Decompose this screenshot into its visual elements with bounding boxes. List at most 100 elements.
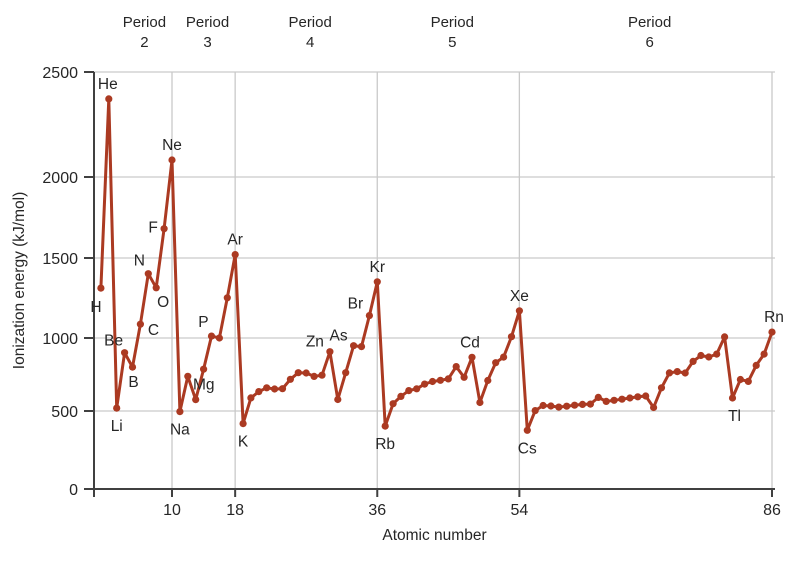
y-tick-label-0: 0 xyxy=(69,482,78,499)
data-point-As xyxy=(350,342,358,350)
data-point-Ho xyxy=(618,395,626,403)
element-label-F: F xyxy=(148,220,157,237)
data-point-Au xyxy=(713,350,721,358)
element-label-Kr: Kr xyxy=(370,259,386,276)
data-point-Tl xyxy=(728,394,737,402)
data-point-F xyxy=(160,225,168,233)
data-point-Te xyxy=(500,353,508,361)
data-point-Be xyxy=(121,349,129,357)
data-point-Ir xyxy=(697,351,705,360)
period-label-4-word: Period xyxy=(288,14,331,31)
element-label-C: C xyxy=(148,322,159,339)
data-point-Y xyxy=(397,392,405,400)
data-point-Bi xyxy=(744,377,752,385)
y-tick-label-1500: 1500 xyxy=(42,251,78,268)
data-point-Rn xyxy=(768,328,776,336)
data-point-Cl xyxy=(223,294,231,302)
data-point-Ga xyxy=(334,395,342,404)
data-point-Cd xyxy=(468,353,476,361)
element-label-Xe: Xe xyxy=(510,288,529,305)
y-tick-label-2000: 2000 xyxy=(42,170,78,187)
data-point-Ru xyxy=(436,376,444,384)
element-label-Ne: Ne xyxy=(162,137,182,154)
data-point-He xyxy=(105,95,113,103)
element-label-Rb: Rb xyxy=(375,436,395,453)
data-point-At xyxy=(760,350,768,358)
period-label-4-number: 4 xyxy=(306,34,314,51)
data-point-Ar xyxy=(231,251,239,259)
data-point-Si xyxy=(200,365,208,373)
y-tick-label-500: 500 xyxy=(51,404,78,421)
data-point-Mo xyxy=(421,380,429,388)
data-point-Ti xyxy=(263,384,271,392)
data-point-O xyxy=(152,284,160,292)
data-point-Co xyxy=(302,369,310,377)
gridlines xyxy=(94,71,775,489)
data-point-Ta xyxy=(665,369,674,377)
element-label-Br: Br xyxy=(348,296,364,313)
data-point-Ge xyxy=(342,369,350,377)
data-point-Sr xyxy=(389,400,397,408)
element-label-Cs: Cs xyxy=(518,440,537,457)
element-label-H: H xyxy=(90,299,101,316)
data-point-B xyxy=(128,363,137,371)
element-label-O: O xyxy=(157,294,169,311)
element-label-He: He xyxy=(98,76,118,93)
data-point-Zn xyxy=(326,348,334,356)
data-point-Kr xyxy=(373,278,381,286)
data-point-Sc xyxy=(255,388,263,396)
data-point-Pr xyxy=(555,403,563,411)
data-point-Dy xyxy=(610,396,618,404)
y-tick-label-1000: 1000 xyxy=(42,331,78,348)
data-point-C xyxy=(136,320,144,328)
element-label-P: P xyxy=(198,314,208,331)
data-point-S xyxy=(215,334,223,342)
data-point-Hg xyxy=(721,333,729,341)
period-label-3-number: 3 xyxy=(203,34,211,51)
data-point-In xyxy=(476,398,484,407)
data-point-Sb xyxy=(492,359,500,367)
data-point-Fe xyxy=(294,369,302,377)
period-label-2-word: Period xyxy=(123,14,166,31)
data-point-Ba xyxy=(531,407,539,415)
element-label-Rn: Rn xyxy=(764,309,784,326)
data-point-H xyxy=(97,284,105,292)
data-points xyxy=(97,95,776,434)
data-point-Li xyxy=(113,404,121,412)
data-point-Sm xyxy=(578,400,587,408)
period-label-6-word: Period xyxy=(628,14,671,31)
data-point-Eu xyxy=(586,400,595,408)
data-point-Ni xyxy=(310,372,318,380)
element-label-Mg: Mg xyxy=(193,376,215,393)
x-tick-label-36: 36 xyxy=(368,502,386,519)
x-tick-label-86: 86 xyxy=(763,502,781,519)
data-point-Hf xyxy=(657,384,666,392)
y-axis-title: Ionization energy (kJ/mol) xyxy=(11,192,28,369)
period-labels: Period 2 Period 3 Period 4 Period 5 Period 6 xyxy=(123,14,672,51)
data-point-Nb xyxy=(413,385,421,393)
data-point-Se xyxy=(357,343,366,351)
data-point-P xyxy=(207,332,216,340)
data-point-Po xyxy=(752,361,760,369)
element-label-Tl: Tl xyxy=(728,408,741,425)
element-label-Cd: Cd xyxy=(460,334,480,351)
element-label-K: K xyxy=(238,434,249,451)
element-label-As: As xyxy=(330,328,348,345)
data-point-Os xyxy=(689,357,697,365)
tick-labels: 0 500 1000 1500 2000 2500 10 18 36 54 86 xyxy=(42,65,781,519)
data-point-K xyxy=(239,420,247,428)
data-point-La xyxy=(539,401,547,410)
data-point-Zr xyxy=(405,387,413,395)
data-point-Pt xyxy=(705,353,713,361)
data-point-Yb xyxy=(642,392,650,400)
data-point-Mg xyxy=(184,372,192,380)
data-point-V xyxy=(271,385,279,393)
element-label-Zn: Zn xyxy=(306,334,324,351)
data-point-Ce xyxy=(547,402,555,410)
y-tick-label-2500: 2500 xyxy=(42,65,78,82)
period-label-3-word: Period xyxy=(186,14,229,31)
data-point-Br xyxy=(365,312,373,320)
data-point-Tm xyxy=(634,393,642,401)
x-tick-label-54: 54 xyxy=(510,502,528,519)
